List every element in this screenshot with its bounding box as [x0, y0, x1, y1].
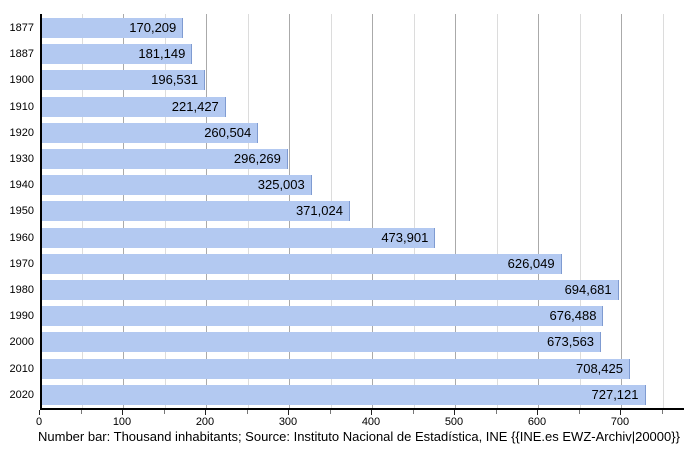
bar-2020: 727,121 [42, 384, 646, 405]
bar-value-label: 673,563 [547, 334, 595, 350]
x-tick-label-0: 0 [35, 416, 43, 428]
bar-value-label: 221,427 [171, 98, 219, 114]
year-label-1930: 1930 [9, 153, 34, 165]
year-label-1950: 1950 [9, 205, 34, 218]
year-label-1990: 1990 [9, 310, 34, 323]
major-tick [454, 410, 455, 415]
major-tick [122, 410, 123, 415]
minor-tick [661, 410, 663, 414]
year-label-2010: 2010 [9, 362, 34, 375]
minor-tick [163, 410, 165, 414]
bar-1920: 260,504 [42, 122, 259, 143]
bar-value-label: 473,901 [381, 229, 429, 245]
minor-gridline [496, 14, 498, 408]
bar-1877: 170,209 [42, 18, 184, 38]
year-label-1980: 1980 [9, 284, 34, 296]
major-gridline [538, 14, 539, 408]
bar-value-label: 626,049 [507, 255, 555, 271]
year-label-1877: 1877 [9, 22, 34, 34]
bar-1940: 325,003 [42, 175, 312, 196]
bar-value-label: 371,024 [295, 203, 343, 219]
bar-value-label: 727,121 [591, 386, 639, 402]
plot-area: 170,209 181,149 196,531 221,427 260,504 296,2… [40, 14, 684, 410]
minor-tick [80, 410, 82, 414]
year-label-1970: 1970 [9, 257, 34, 270]
bar-1900: 196,531 [42, 70, 206, 91]
year-label-1910: 1910 [9, 100, 34, 113]
bar-1950: 371,024 [42, 201, 350, 222]
x-tick-label-600: 600 [527, 416, 547, 428]
major-gridline [372, 14, 373, 408]
bar-value-label: 296,269 [233, 151, 281, 166]
x-tick-label-700: 700 [610, 416, 630, 428]
year-label-1900: 1900 [9, 74, 34, 87]
major-tick [620, 410, 621, 415]
x-tick-label-100: 100 [112, 416, 132, 428]
major-tick [288, 410, 289, 415]
year-label-1920: 1920 [9, 126, 34, 139]
bar-1930: 296,269 [42, 149, 288, 169]
bar-value-label: 196,531 [151, 72, 199, 88]
bar-value-label: 170,209 [129, 20, 177, 35]
bar-value-label: 676,488 [549, 308, 597, 324]
bar-1980: 694,681 [42, 280, 619, 300]
bar-value-label: 325,003 [257, 177, 305, 193]
minor-tick [495, 410, 497, 414]
bar-value-label: 181,149 [138, 46, 186, 62]
year-label-1940: 1940 [9, 179, 34, 192]
major-gridline [455, 14, 456, 408]
minor-tick [329, 410, 331, 414]
bar-2010: 708,425 [42, 358, 630, 379]
x-tick-label-300: 300 [278, 416, 298, 428]
minor-tick [246, 410, 248, 414]
year-label-2000: 2000 [9, 336, 34, 349]
major-gridline [621, 14, 622, 408]
bar-value-label: 260,504 [204, 124, 252, 140]
bar-value-label: 694,681 [564, 282, 612, 297]
minor-gridline [579, 14, 581, 408]
major-tick [371, 410, 372, 415]
x-tick-label-200: 200 [195, 416, 215, 428]
bar-1990: 676,488 [42, 306, 604, 327]
major-tick [39, 410, 40, 415]
x-tick-label-400: 400 [361, 416, 381, 428]
major-tick [537, 410, 538, 415]
bar-1887: 181,149 [42, 44, 193, 65]
bar-2000: 673,563 [42, 332, 602, 353]
bar-1910: 221,427 [42, 96, 226, 117]
minor-tick [412, 410, 414, 414]
bar-1970: 626,049 [42, 253, 562, 274]
minor-gridline [662, 14, 664, 408]
year-label-1887: 1887 [9, 48, 34, 61]
x-tick-label-500: 500 [444, 416, 464, 428]
year-label-2020: 2020 [9, 388, 34, 401]
year-label-1960: 1960 [9, 231, 34, 244]
bar-value-label: 708,425 [575, 360, 623, 376]
minor-tick [578, 410, 580, 414]
major-tick [205, 410, 206, 415]
chart-caption: Number bar: Thousand inhabitants; Source… [38, 429, 680, 444]
bar-1960: 473,901 [42, 227, 436, 248]
minor-gridline [413, 14, 415, 408]
